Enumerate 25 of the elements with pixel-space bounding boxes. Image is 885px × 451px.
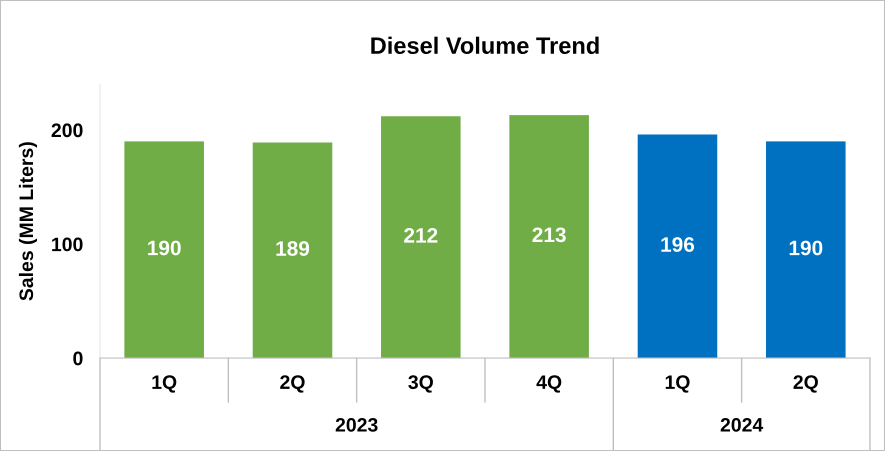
x-tick-label: 2Q (280, 375, 305, 393)
bar (766, 141, 846, 358)
bar (124, 141, 204, 358)
data-label: 196 (661, 237, 694, 252)
y-axis-title: Sales (MM Liters) (18, 142, 38, 301)
bar (381, 116, 461, 358)
x-tick-label: 4Q (536, 375, 562, 393)
text: 2024 (720, 418, 764, 432)
x-tick-label: 2Q (794, 375, 818, 393)
x-tick-label: 1Q (666, 375, 690, 393)
bar (509, 115, 589, 358)
y-tick-label: 0 (73, 352, 83, 366)
y-tick-label: 200 (52, 123, 83, 138)
x-tick-label: 3Q (408, 375, 433, 393)
bar (252, 142, 332, 358)
bar (638, 134, 718, 358)
data-label: 213 (532, 227, 566, 242)
text: 2023 (336, 418, 378, 432)
data-label: 189 (276, 241, 310, 256)
y-tick-label: 100 (52, 237, 83, 252)
data-label: 212 (404, 228, 438, 243)
chart-title: Diesel Volume Trend (371, 36, 599, 54)
data-label: 190 (790, 240, 822, 256)
x-tick-label: 1Q (152, 375, 176, 393)
data-label: 190 (148, 240, 181, 256)
